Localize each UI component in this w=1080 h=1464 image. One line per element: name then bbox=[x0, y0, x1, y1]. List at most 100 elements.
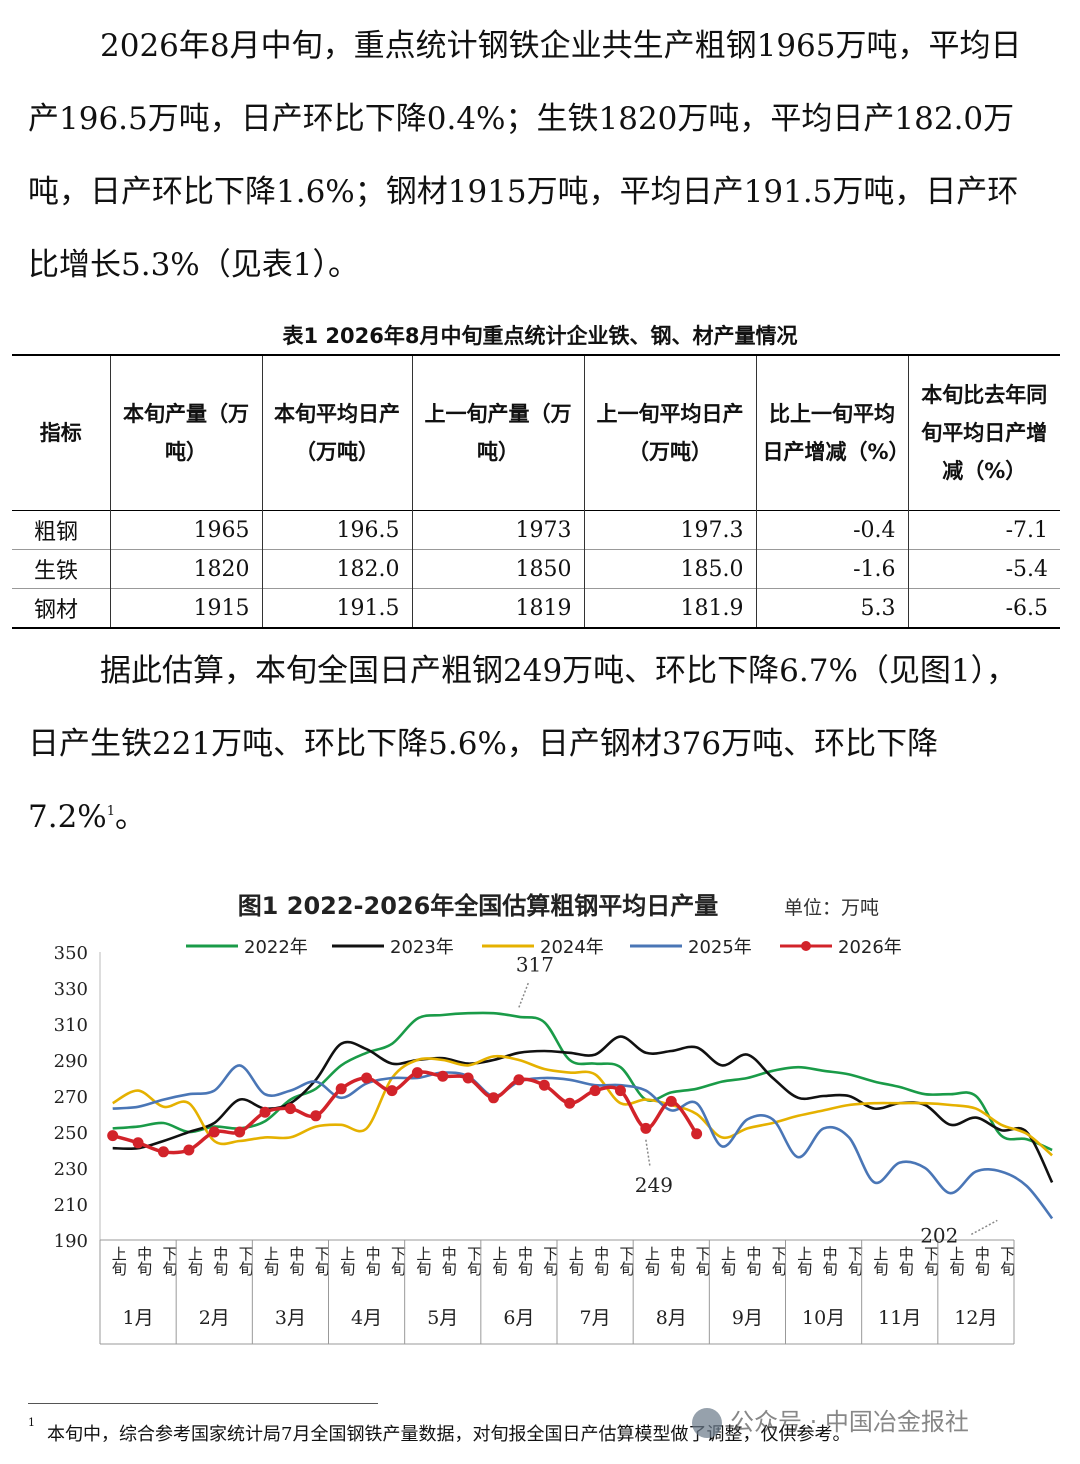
month-label: 8月 bbox=[656, 1307, 687, 1329]
data-point bbox=[513, 1074, 525, 1086]
x-tick-label: 上旬 bbox=[871, 1246, 889, 1277]
data-point bbox=[157, 1146, 169, 1158]
x-tick-label: 上旬 bbox=[491, 1246, 509, 1277]
y-tick-label: 350 bbox=[54, 943, 88, 964]
x-tick-label: 上旬 bbox=[338, 1246, 356, 1277]
table-cell: 181.9 bbox=[583, 588, 756, 628]
table-header-cell: 本旬平均日产（万吨） bbox=[261, 355, 412, 511]
data-point bbox=[310, 1110, 322, 1122]
data-point bbox=[208, 1126, 220, 1138]
legend-label: 2023年 bbox=[390, 937, 454, 958]
x-tick-label: 中旬 bbox=[364, 1246, 382, 1277]
data-point bbox=[411, 1067, 423, 1079]
data-point bbox=[234, 1126, 246, 1138]
table-cell: 191.5 bbox=[261, 588, 412, 628]
y-tick-label: 330 bbox=[54, 979, 88, 1000]
data-point bbox=[107, 1130, 119, 1142]
x-tick-label: 下旬 bbox=[237, 1246, 255, 1277]
data-point bbox=[614, 1085, 626, 1097]
data-point bbox=[691, 1128, 703, 1140]
annotation-leader bbox=[645, 1139, 651, 1166]
table-cell: -5.4 bbox=[907, 549, 1060, 589]
data-point bbox=[488, 1092, 500, 1104]
month-label: 6月 bbox=[503, 1307, 534, 1329]
data-point bbox=[284, 1103, 296, 1115]
x-tick-label: 中旬 bbox=[287, 1246, 305, 1277]
data-point bbox=[386, 1085, 398, 1097]
row-label: 粗钢 bbox=[34, 520, 79, 545]
data-point bbox=[132, 1137, 144, 1149]
chart-title: 图1 2022-2026年全国估算粗钢平均日产量 bbox=[238, 892, 719, 920]
table-cell: 1850 bbox=[411, 549, 584, 589]
row-label: 钢材 bbox=[34, 598, 79, 623]
x-tick-label: 下旬 bbox=[998, 1246, 1016, 1277]
legend-label: 2026年 bbox=[838, 937, 902, 958]
y-tick-label: 190 bbox=[54, 1231, 88, 1252]
x-tick-label: 下旬 bbox=[846, 1246, 864, 1277]
table-header-cell: 上一旬平均日产（万吨） bbox=[583, 355, 756, 511]
month-label: 7月 bbox=[580, 1307, 611, 1329]
table-header-cell: 本旬比去年同旬平均日产增减（%） bbox=[907, 355, 1060, 511]
legend-label: 2024年 bbox=[540, 937, 604, 958]
x-tick-label: 下旬 bbox=[389, 1246, 407, 1277]
table-header-cell: 本旬产量（万吨） bbox=[109, 355, 262, 511]
month-label: 5月 bbox=[427, 1307, 458, 1329]
table-row: 钢材 1915 191.5 1819 181.9 5.3 -6.5 bbox=[12, 588, 1060, 628]
row-label: 生铁 bbox=[34, 559, 79, 584]
paragraph-2: 据此估算，本旬全国日产粗钢249万吨、环比下降6.7%（见图1），日产生铁221… bbox=[28, 653, 1018, 835]
footnote-divider bbox=[28, 1403, 378, 1404]
table-header-row: 指标 本旬产量（万吨） 本旬平均日产（万吨） 上一旬产量（万吨） 上一旬平均日产（万吨）… bbox=[12, 355, 1060, 511]
x-tick-label: 上旬 bbox=[414, 1246, 432, 1277]
table-cell: 196.5 bbox=[261, 510, 412, 550]
y-tick-label: 270 bbox=[54, 1087, 88, 1108]
y-tick-label: 210 bbox=[54, 1195, 88, 1216]
series-line-2023年 bbox=[112, 1035, 1054, 1183]
x-tick-label: 上旬 bbox=[110, 1246, 128, 1277]
x-tick-label: 中旬 bbox=[440, 1246, 458, 1277]
x-tick-label: 上旬 bbox=[795, 1246, 813, 1277]
data-point bbox=[259, 1106, 271, 1118]
annotation-leader bbox=[970, 1219, 998, 1236]
paragraph-1: 2026年8月中旬，重点统计钢铁企业共生产粗钢1965万吨，平均日产196.5万… bbox=[28, 28, 1022, 283]
x-tick-label: 中旬 bbox=[744, 1246, 762, 1277]
x-tick-label: 上旬 bbox=[567, 1246, 585, 1277]
month-label: 12月 bbox=[954, 1307, 997, 1329]
series-line-2025年 bbox=[112, 1064, 1054, 1220]
x-tick-label: 中旬 bbox=[592, 1246, 610, 1277]
footnote: 1本旬中，综合参考国家统计局7月全国钢铁产量数据，对旬报全国日产估算模型做了调整… bbox=[28, 1416, 851, 1445]
table-header-cell: 指标 bbox=[39, 421, 82, 445]
month-label: 2月 bbox=[199, 1307, 230, 1329]
y-tick-label: 310 bbox=[54, 1015, 88, 1036]
table-cell: -6.5 bbox=[907, 588, 1060, 628]
production-table: 指标 本旬产量（万吨） 本旬平均日产（万吨） 上一旬产量（万吨） 上一旬平均日产（万吨）… bbox=[12, 354, 1060, 629]
y-tick-label: 250 bbox=[54, 1123, 88, 1144]
x-tick-label: 中旬 bbox=[135, 1246, 153, 1277]
data-point bbox=[361, 1072, 373, 1084]
x-tick-label: 中旬 bbox=[516, 1246, 534, 1277]
data-point bbox=[589, 1085, 601, 1097]
x-tick-label: 中旬 bbox=[821, 1246, 839, 1277]
x-tick-label: 下旬 bbox=[313, 1246, 331, 1277]
series-line-2024年 bbox=[112, 1054, 1053, 1157]
table-body: 粗钢 1965 196.5 1973 197.3 -0.4 -7.1 生铁 1820 182.0 1… bbox=[12, 510, 1060, 628]
table-cell: -0.4 bbox=[755, 510, 908, 550]
footnote-ref: 1 bbox=[106, 804, 116, 819]
data-point bbox=[335, 1083, 347, 1095]
month-label: 3月 bbox=[275, 1307, 306, 1329]
x-tick-label: 下旬 bbox=[465, 1246, 483, 1277]
data-point bbox=[183, 1144, 195, 1156]
series-line-2022年 bbox=[112, 1011, 1053, 1152]
data-point bbox=[437, 1070, 449, 1082]
x-tick-label: 下旬 bbox=[160, 1246, 178, 1277]
x-tick-label: 上旬 bbox=[948, 1246, 966, 1277]
table-header-cell: 比上一旬平均日产增减（%） bbox=[755, 355, 910, 511]
month-label: 9月 bbox=[732, 1307, 763, 1329]
x-tick-label: 中旬 bbox=[973, 1246, 991, 1277]
data-point bbox=[538, 1079, 550, 1091]
table-cell: 1915 bbox=[109, 588, 262, 628]
annotation-label: 202 bbox=[920, 1223, 958, 1247]
month-label: 10月 bbox=[802, 1307, 845, 1329]
x-tick-label: 中旬 bbox=[668, 1246, 686, 1277]
data-point bbox=[665, 1095, 677, 1107]
x-tick-label: 上旬 bbox=[186, 1246, 204, 1277]
